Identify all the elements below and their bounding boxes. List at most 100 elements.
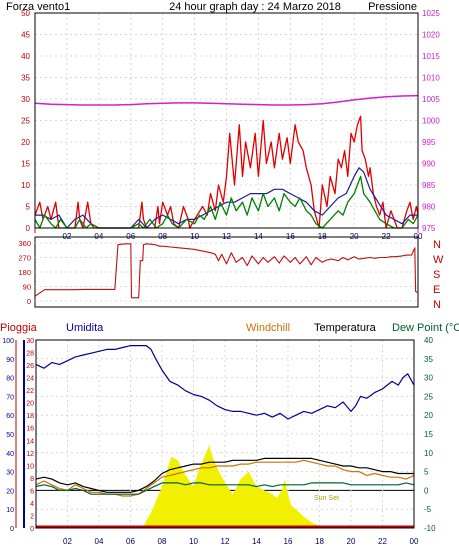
x-tick-label: 12 [221,537,230,546]
legend-entry: Umidita [66,322,104,334]
compass-letter: W [433,254,444,266]
rain-tick-label: 2 [30,513,34,520]
humidity-tick-label: 70 [6,394,14,401]
x-tick-label: 10 [189,537,198,546]
pressure-tick-label: 1005 [422,95,440,104]
temp-tick-label: 5 [424,468,429,477]
x-tick-label: 22 [378,537,387,546]
y-tick-label: 5 [26,203,31,212]
pressure-tick-label: 975 [422,224,436,233]
humidity-tick-label: 10 [6,507,14,514]
direction-line [34,243,419,299]
sun-set-annotation: Sun Set [314,495,339,502]
temp-tick-label: -5 [424,505,432,514]
temp-tick-label: 40 [424,336,433,345]
rain-tick-label: 10 [26,463,34,470]
x-tick-label: 04 [95,537,104,546]
humidity-tick-label: 20 [6,488,14,495]
temperature-line [35,457,414,493]
humidity-tick-label: 100 [2,338,14,345]
compass-letter: E [433,284,440,296]
compass-letter: N [433,239,441,251]
direction-tick-label: 90 [23,283,31,292]
y-tick-label: 45 [21,31,30,40]
wind-plot-frame [34,12,419,229]
rain-tick-label: 6 [30,488,34,495]
pressure-tick-label: 1000 [422,117,440,126]
y-tick-label: 25 [21,117,30,126]
direction-tick-label: 0 [27,297,31,306]
rain-tick-label: 28 [26,351,34,358]
temp-y-ticks: -10 -5 0 5 10 15 20 25 30 35 40 [424,336,436,533]
humidity-tick-label: 60 [6,413,14,420]
rain-tick-label: 26 [26,363,34,370]
pressure-tick-label: 985 [422,181,436,190]
humidity-tick-label: 50 [6,432,14,439]
y-tick-label: 30 [21,95,30,104]
rain-tick-label: 16 [26,426,34,433]
humidity-y-ticks: 0 10 20 30 40 50 60 70 80 90 100 [2,338,14,533]
rain-tick-label: 18 [26,413,34,420]
y-tick-label: 40 [21,52,30,61]
x-tick-label: 14 [252,537,261,546]
x-tick-label: 02 [63,537,72,546]
temp-tick-label: 35 [424,355,433,364]
y-tick-label: 50 [21,9,30,18]
avg-wind-line [34,175,419,229]
temp-plot-frame [35,339,415,529]
pressure-axis-title: Pressione [368,1,417,13]
direction-series [34,243,419,299]
pressure-y-ticks: 975 980 985 990 995 1000 1005 1010 1015 1020 1025 [422,9,440,233]
humidity-tick-label: 40 [6,451,14,458]
rain-tick-label: 0 [30,526,34,533]
x-tick-label: 08 [158,537,167,546]
pressure-tick-label: 995 [422,138,436,147]
rain-tick-label: 30 [26,338,34,345]
dewpoint-line [35,482,415,495]
direction-tick-label: 270 [18,254,31,263]
temp-tick-label: 10 [424,449,433,458]
y-tick-label: 0 [26,224,31,233]
temp-tick-label: 0 [424,486,429,495]
legend: Pioggia Umidita Windchill Temperatura Dew Po… [0,322,459,334]
pressure-tick-label: 980 [422,203,436,212]
pressure-tick-label: 1015 [422,52,440,61]
chart-title: 24 hour graph day : 24 Marzo 2018 [169,1,341,13]
y-tick-label: 10 [21,181,30,190]
legend-entry: Windchill [246,322,290,334]
direction-y-ticks: 0 90 180 270 360 [18,239,31,306]
windchill-line [35,459,415,497]
wind-axis-title: Forza vento1 [6,1,70,13]
pressure-line [34,94,419,106]
temp-tick-label: 25 [424,392,433,401]
temp-series [35,345,415,529]
temp-tick-label: 30 [424,374,433,383]
humidity-line [35,345,415,420]
rain-tick-label: 20 [26,401,34,408]
wind-y-ticks: 0 5 10 15 20 25 30 35 40 45 50 [21,9,30,233]
legend-entry: Dew Point (°C [392,322,459,334]
rain-tick-label: 4 [30,501,34,508]
humidity-tick-label: 30 [6,470,14,477]
temp-tick-label: 15 [424,430,433,439]
humidity-tick-label: 80 [6,376,14,383]
temp-x-ticks: 02 04 06 08 10 12 14 16 18 20 22 00 [63,537,419,546]
x-tick-label: 00 [410,537,419,546]
direction-tick-label: 180 [18,268,31,277]
pressure-tick-label: 1010 [422,74,440,83]
pressure-tick-label: 1025 [422,9,440,18]
compass-letter: S [433,269,440,281]
pressure-tick-label: 990 [422,160,436,169]
x-tick-label: 06 [126,537,135,546]
y-tick-label: 15 [21,160,30,169]
temp-tick-label: -10 [424,524,436,533]
legend-entry: Temperatura [314,322,377,334]
x-tick-label: 20 [347,537,356,546]
humidity-tick-label: 90 [6,357,14,364]
rain-tick-label: 22 [26,388,34,395]
y-tick-label: 20 [21,138,30,147]
y-tick-label: 35 [21,74,30,83]
direction-grid [35,242,418,302]
